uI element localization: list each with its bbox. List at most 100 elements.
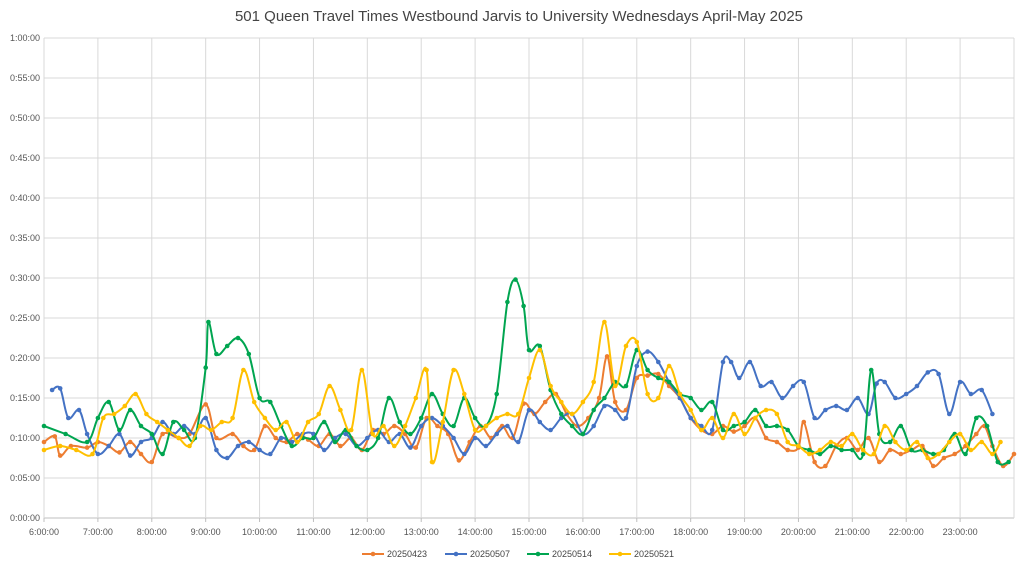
data-point — [941, 455, 947, 461]
data-point — [887, 447, 893, 453]
y-tick-label: 0:25:00 — [10, 313, 40, 323]
chart-title: 501 Queen Travel Times Westbound Jarvis … — [235, 8, 803, 25]
data-point — [898, 423, 904, 429]
data-point — [359, 367, 365, 373]
data-point — [494, 391, 500, 397]
data-point — [656, 371, 661, 377]
data-point — [451, 435, 456, 441]
data-point — [634, 339, 640, 345]
data-point — [515, 411, 521, 417]
data-point — [348, 427, 354, 433]
data-point — [295, 431, 300, 437]
data-point — [947, 411, 952, 417]
data-point — [251, 399, 257, 405]
data-point — [343, 431, 349, 437]
data-point — [720, 435, 726, 441]
x-tick-label: 12:00:00 — [350, 527, 385, 537]
data-point — [149, 459, 155, 465]
data-point — [101, 415, 106, 421]
data-point — [559, 399, 564, 405]
data-point — [688, 407, 693, 413]
data-point — [214, 435, 219, 441]
data-point — [435, 423, 440, 429]
data-point — [224, 455, 230, 461]
data-point — [472, 415, 478, 421]
data-point — [785, 447, 790, 453]
data-point — [828, 439, 834, 445]
data-point — [569, 423, 575, 429]
data-point — [515, 439, 521, 445]
series-20250514 — [41, 277, 1011, 466]
data-point — [656, 395, 661, 401]
x-tick-label: 21:00:00 — [835, 527, 870, 537]
data-point — [95, 451, 101, 457]
data-point — [742, 419, 747, 425]
data-point — [440, 419, 446, 425]
data-point — [451, 367, 456, 373]
y-tick-label: 0:30:00 — [10, 273, 40, 283]
data-point — [925, 455, 931, 461]
data-point — [257, 447, 262, 453]
y-tick-label: 0:05:00 — [10, 473, 40, 483]
data-point — [688, 395, 693, 401]
data-point — [968, 447, 974, 453]
data-point — [645, 373, 650, 378]
data-point — [402, 423, 408, 429]
x-tick-label: 14:00:00 — [458, 527, 493, 537]
data-point — [957, 431, 963, 437]
data-point — [397, 419, 403, 425]
data-point — [332, 439, 338, 445]
data-point — [262, 423, 268, 429]
data-point — [214, 351, 219, 357]
data-point — [354, 443, 359, 449]
data-point — [785, 439, 790, 445]
data-point — [505, 411, 510, 417]
data-point — [742, 423, 747, 429]
y-tick-label: 0:20:00 — [10, 353, 40, 363]
data-point — [206, 319, 211, 325]
data-point — [462, 391, 467, 397]
data-point — [513, 277, 518, 282]
data-point — [979, 439, 984, 445]
data-point — [278, 435, 284, 441]
data-point — [472, 435, 478, 441]
data-point — [370, 431, 376, 437]
data-point — [84, 445, 90, 450]
y-tick-label: 0:55:00 — [10, 73, 40, 83]
data-point — [936, 371, 941, 377]
data-point — [483, 443, 489, 449]
data-point — [548, 427, 553, 433]
data-point — [612, 383, 618, 389]
data-point — [117, 427, 122, 433]
data-point — [591, 379, 596, 385]
data-point — [462, 451, 467, 457]
data-point — [57, 386, 63, 391]
data-point — [176, 435, 181, 441]
data-point — [623, 343, 629, 349]
series-20250521 — [41, 319, 1003, 465]
data-point — [763, 435, 769, 441]
data-point — [930, 463, 936, 469]
data-point — [57, 453, 63, 458]
data-point — [365, 447, 370, 453]
data-point — [984, 423, 990, 429]
data-point — [375, 435, 381, 441]
axes: 0:00:00 0:05:00 0:10:00 0:15:00 0:20:00 0:25:… — [10, 33, 978, 537]
data-point — [106, 443, 111, 449]
data-point — [990, 411, 995, 417]
data-point — [321, 419, 327, 425]
data-point — [1011, 451, 1017, 457]
data-point — [914, 383, 920, 389]
data-point — [224, 343, 230, 349]
data-point — [812, 459, 817, 465]
data-point — [769, 379, 774, 385]
series-lines — [41, 277, 1017, 469]
data-point — [952, 451, 957, 457]
data-point — [909, 447, 914, 453]
data-point — [305, 419, 311, 425]
data-point — [903, 391, 909, 397]
data-point — [914, 439, 920, 445]
data-point — [111, 411, 117, 417]
data-point — [666, 379, 672, 385]
data-point — [974, 415, 979, 421]
